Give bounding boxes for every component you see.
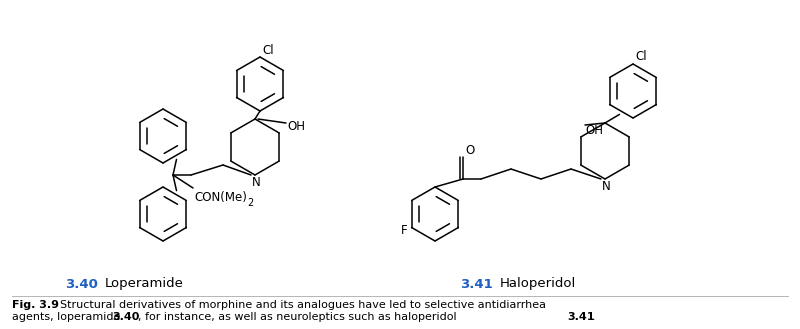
Text: , for instance, as well as neuroleptics such as haloperidol: , for instance, as well as neuroleptics … [138,312,460,322]
Text: N: N [252,175,261,189]
Text: 3.40: 3.40 [65,277,98,291]
Text: 3.41: 3.41 [460,277,493,291]
Text: Loperamide: Loperamide [105,277,184,291]
Text: O: O [465,144,474,158]
Text: Cl: Cl [262,43,274,57]
Text: OH: OH [585,124,603,138]
Text: CON(Me): CON(Me) [194,191,247,205]
Text: OH: OH [287,120,305,134]
Text: Structural derivatives of morphine and its analogues have led to selective antid: Structural derivatives of morphine and i… [60,300,546,310]
Text: Cl: Cl [635,50,646,63]
Text: 3.41: 3.41 [567,312,594,322]
Text: N: N [602,180,610,192]
Text: F: F [401,224,407,237]
Text: agents, loperamide: agents, loperamide [12,312,124,322]
Text: Fig. 3.9: Fig. 3.9 [12,300,59,310]
Text: 3.40: 3.40 [112,312,139,322]
Text: Haloperidol: Haloperidol [500,277,576,291]
Text: .: . [592,312,596,322]
Text: 2: 2 [247,197,254,208]
